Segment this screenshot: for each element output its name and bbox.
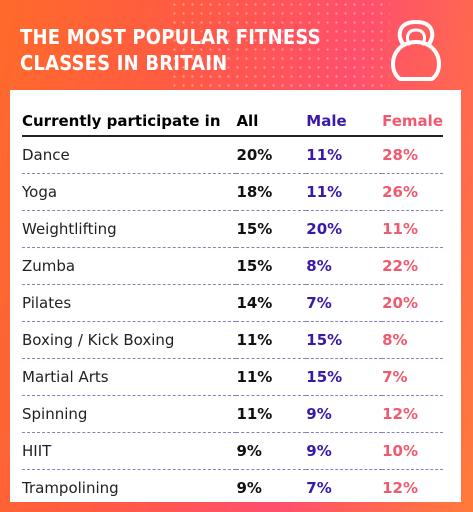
table-row: Boxing / Kick Boxing 11% 15% 8%: [22, 321, 443, 359]
column-header-female: Female: [382, 108, 443, 137]
value-all: 15%: [236, 247, 307, 285]
activity-label: Trampolining: [22, 479, 119, 497]
infographic-title: THE MOST POPULAR FITNESS CLASSES IN BRIT…: [20, 25, 321, 75]
value-all: 18%: [236, 173, 307, 211]
value-female: 7%: [382, 358, 443, 396]
value-female: 22%: [382, 247, 443, 285]
table-row: Trampolining 9% 7% 12%: [22, 470, 443, 507]
table-row: Yoga 18% 11% 26%: [22, 173, 443, 211]
value-female: 8%: [382, 321, 443, 359]
header-row: Currently participate in All Male Female: [22, 108, 443, 137]
value-female: 10%: [382, 432, 443, 470]
value-all: 11%: [236, 321, 307, 359]
value-all: 9%: [236, 432, 307, 470]
activity-label: HIIT: [22, 432, 237, 470]
activity-label: Boxing / Kick Boxing: [22, 321, 237, 359]
column-header-male: Male: [306, 108, 383, 137]
activity-label: Pilates: [22, 284, 237, 322]
value-male: 7%: [306, 284, 383, 322]
value-male: 11%: [306, 173, 383, 211]
value-female: 11%: [382, 210, 443, 248]
value-all: 20%: [236, 136, 307, 174]
value-male: 9%: [306, 432, 383, 470]
value-male: 8%: [306, 247, 383, 285]
activity-label: Dance: [22, 136, 237, 174]
activity-label: Yoga: [22, 173, 237, 211]
value-all: 15%: [236, 210, 307, 248]
table-row: Spinning 11% 9% 12%: [22, 395, 443, 433]
participation-table: Currently participate in All Male Female…: [22, 108, 443, 506]
activity-label: Weightlifting: [22, 210, 237, 248]
value-female: 26%: [382, 173, 443, 211]
table-row: Dance 20% 11% 28%: [22, 136, 443, 174]
table-row: Zumba 15% 8% 22%: [22, 247, 443, 285]
dot-pattern: [170, 0, 390, 90]
table-card: Currently participate in All Male Female…: [10, 90, 461, 502]
value-male: 20%: [306, 210, 383, 248]
value-female: 12%: [382, 479, 419, 497]
value-male: 9%: [306, 395, 383, 433]
kettlebell-icon: [391, 19, 441, 81]
value-male: 11%: [306, 136, 383, 174]
table-row: Martial Arts 11% 15% 7%: [22, 358, 443, 396]
table-row: Weightlifting 15% 20% 11%: [22, 210, 443, 248]
value-female: 20%: [382, 284, 443, 322]
value-male: 15%: [306, 358, 383, 396]
value-female: 12%: [382, 395, 443, 433]
value-all: 9%: [236, 479, 262, 497]
activity-label: Spinning: [22, 395, 237, 433]
activity-label: Zumba: [22, 247, 237, 285]
value-all: 11%: [236, 358, 307, 396]
activity-label: Martial Arts: [22, 358, 237, 396]
value-all: 14%: [236, 284, 307, 322]
value-female: 28%: [382, 136, 443, 174]
value-male: 15%: [306, 321, 383, 359]
column-header-activity: Currently participate in: [22, 108, 237, 137]
column-header-all: All: [236, 108, 307, 137]
value-all: 11%: [236, 395, 307, 433]
table-row: HIIT 9% 9% 10%: [22, 432, 443, 470]
value-male: 7%: [306, 479, 332, 497]
table-row: Pilates 14% 7% 20%: [22, 284, 443, 322]
